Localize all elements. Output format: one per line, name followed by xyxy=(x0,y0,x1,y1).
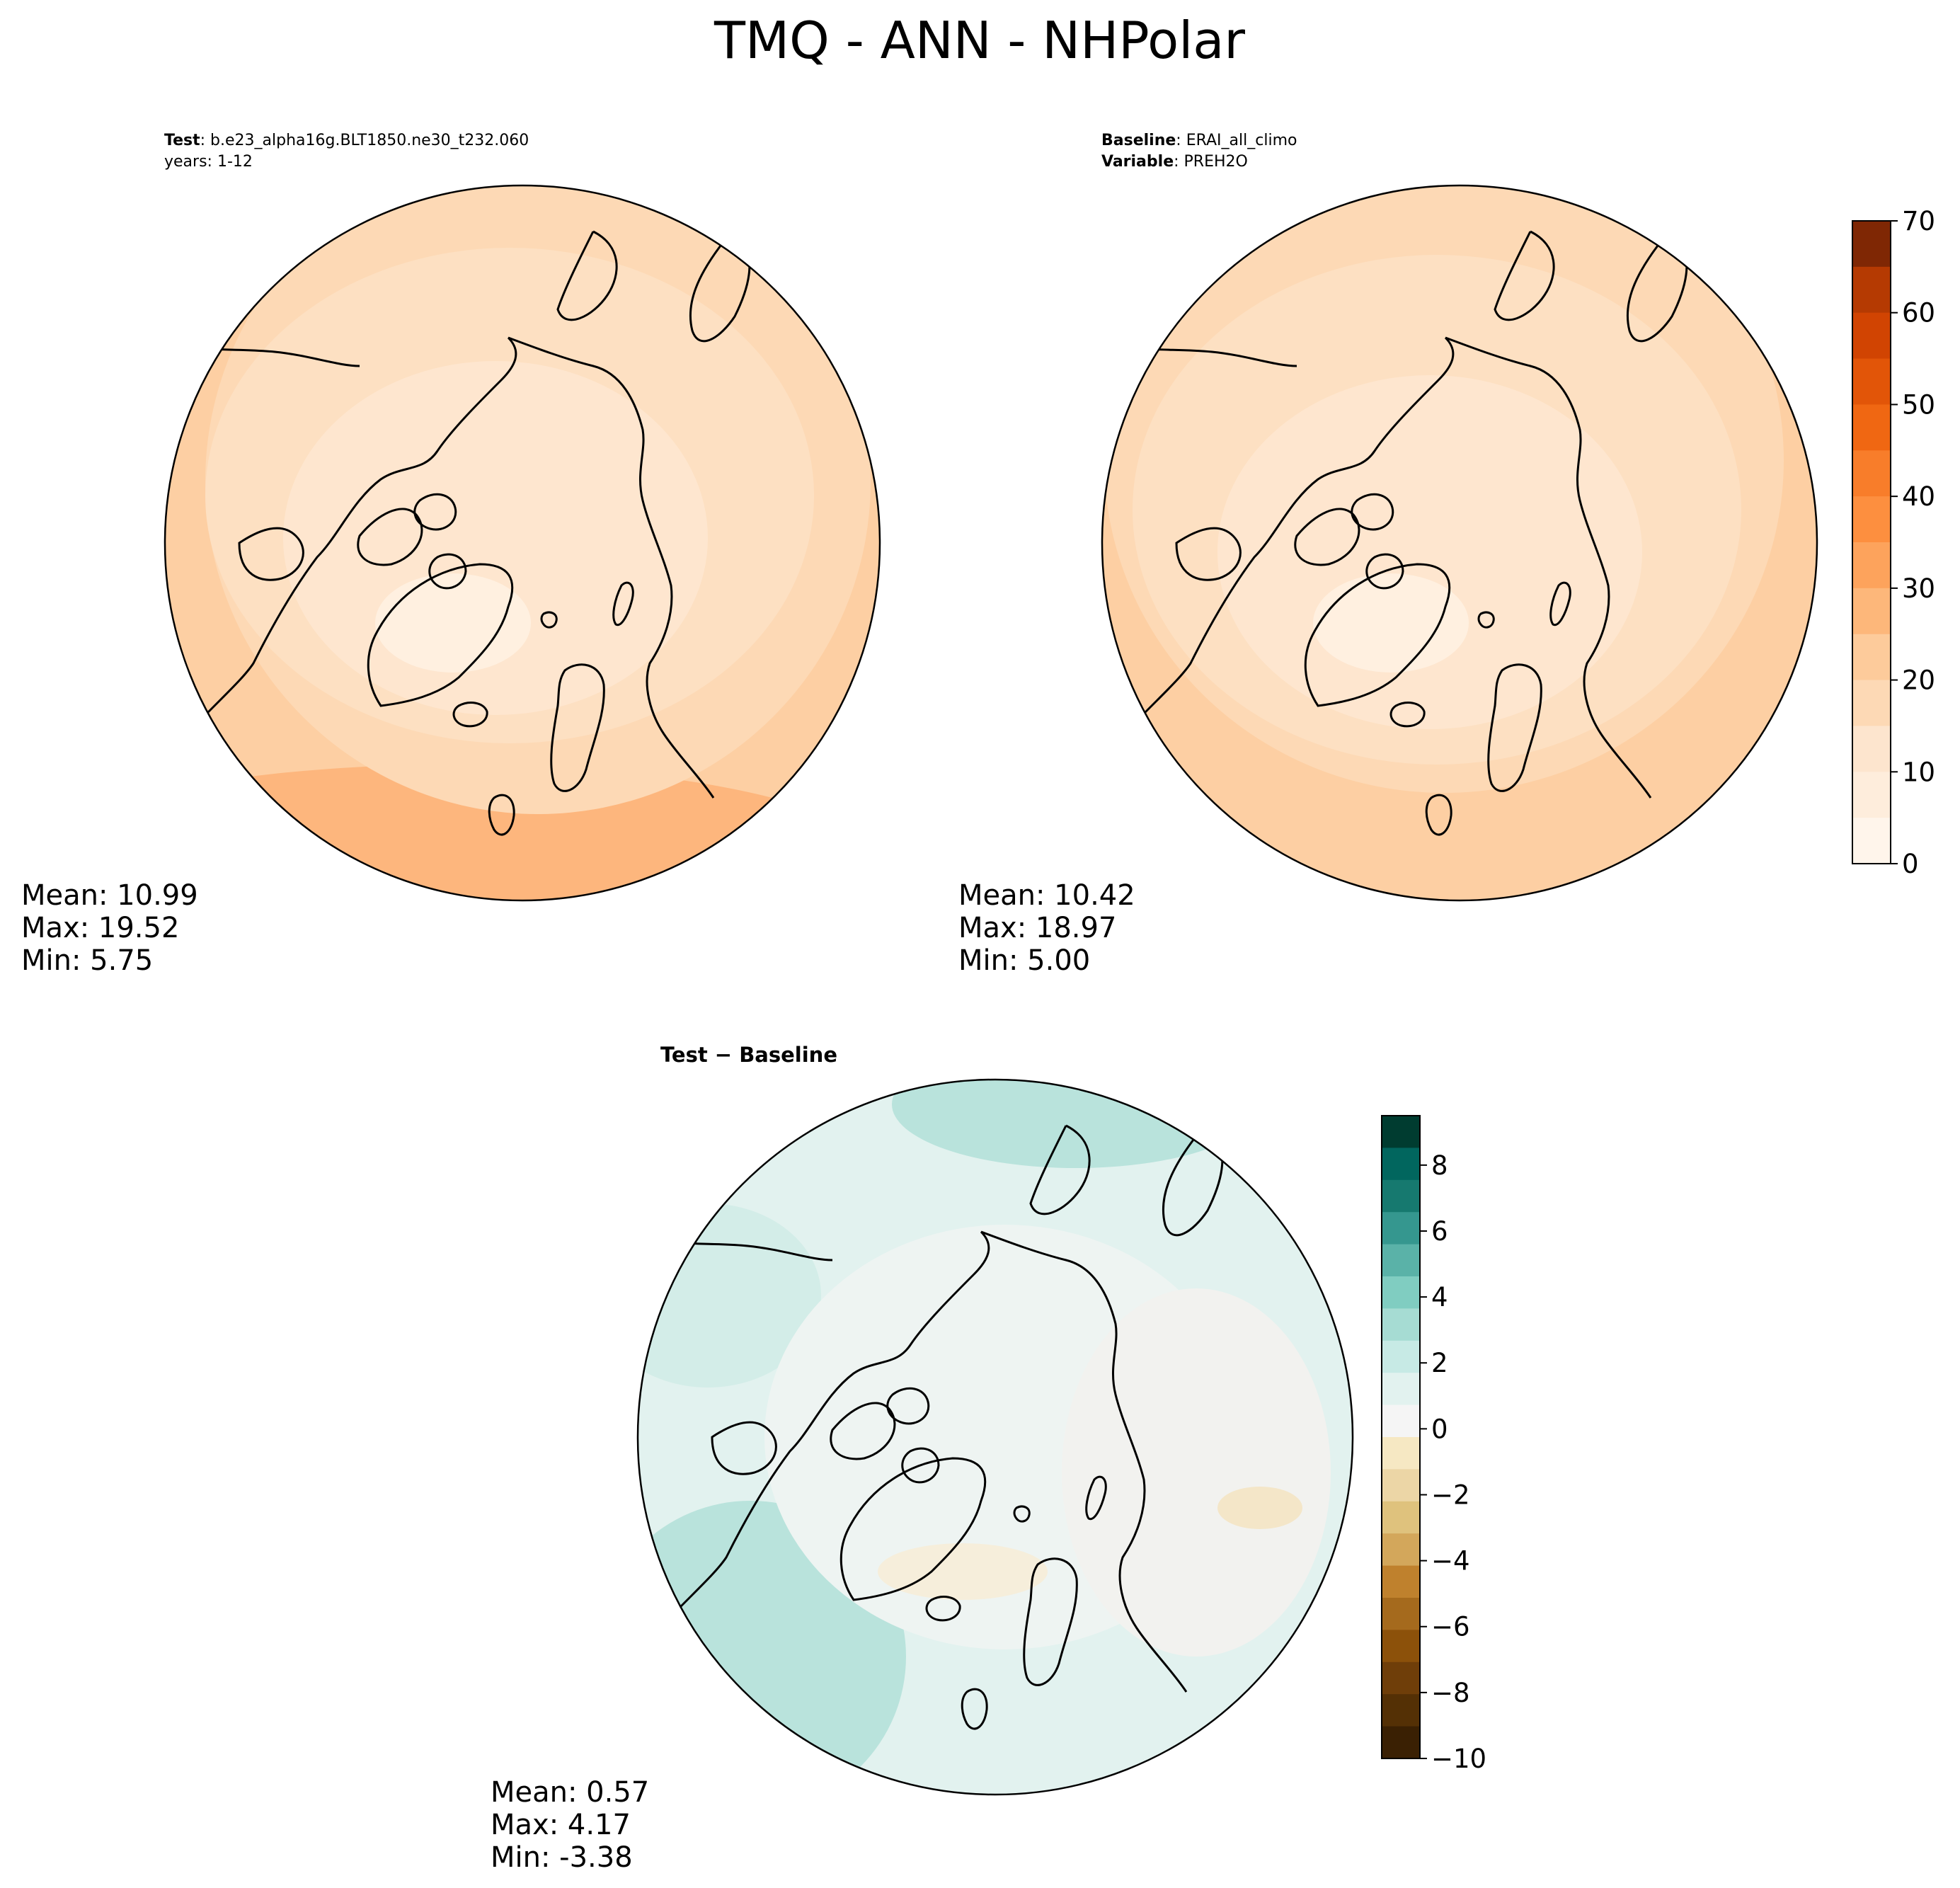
diff-map-border xyxy=(636,1078,1354,1796)
colorbar-diff-level-2 xyxy=(1382,1179,1420,1213)
colorbar-diff-level-15 xyxy=(1382,1598,1420,1630)
colorbar-diff-level-7 xyxy=(1382,1340,1420,1373)
diff-max: Max: 4.17 xyxy=(491,1809,631,1841)
colorbar-diff-level-6 xyxy=(1382,1308,1420,1341)
colorbar-diff-level-4 xyxy=(1382,1244,1420,1277)
colorbar-diff-level-12 xyxy=(1382,1501,1420,1534)
baseline-variable-sep: : xyxy=(1174,153,1184,171)
baseline-max: Max: 18.97 xyxy=(958,912,1116,944)
colorbar-diff-level-14 xyxy=(1382,1565,1420,1598)
colorbar-diff-level-19 xyxy=(1382,1726,1420,1759)
diff-map xyxy=(638,1080,1353,1795)
baseline-label-value: ERAI_all_climo xyxy=(1186,132,1297,149)
colorbar-diff-level-9 xyxy=(1382,1404,1420,1438)
baseline-map-border xyxy=(1101,184,1818,902)
colorbar-diff-tick-label: −10 xyxy=(1431,1744,1486,1774)
colorbar-diff-level-17 xyxy=(1382,1661,1420,1695)
colorbar-diff-border xyxy=(1381,1115,1421,1759)
colorbar-test-tick-label: 50 xyxy=(1902,389,1935,420)
colorbar-diff-level-5 xyxy=(1382,1276,1420,1309)
colorbar-test-level-3 xyxy=(1852,358,1891,406)
colorbar-test-level-6 xyxy=(1852,496,1891,543)
colorbar-diff-tick-label: 0 xyxy=(1431,1414,1448,1444)
baseline-min: Min: 5.00 xyxy=(958,944,1090,977)
test-label-value: b.e23_alpha16g.BLT1850.ne30_t232.060 xyxy=(210,132,529,149)
colorbar-test-baseline: 0 10 20 30 40 50 60 70 xyxy=(1852,206,1935,879)
colorbar-diff-tick-label: −8 xyxy=(1431,1678,1470,1708)
test-years: years: 1-12 xyxy=(164,153,253,171)
colorbar-test-level-4 xyxy=(1852,404,1891,451)
colorbar-diff-tick-label: −4 xyxy=(1431,1546,1470,1577)
colorbar-test-border xyxy=(1852,220,1891,864)
colorbar-diff-level-0 xyxy=(1382,1116,1420,1148)
diff-title-a: Test xyxy=(660,1043,708,1067)
colorbar-diff-tick-label: 6 xyxy=(1431,1216,1448,1247)
baseline-label-key: Baseline xyxy=(1101,132,1176,149)
colorbar-test-level-7 xyxy=(1852,542,1891,589)
colorbar-diff-level-10 xyxy=(1382,1437,1420,1470)
test-label-key: Test xyxy=(164,132,200,149)
test-label-sep: : xyxy=(200,132,210,149)
baseline-variable-value: PREH2O xyxy=(1184,153,1248,171)
baseline-panel: Baseline: ERAI_all_climo Variable: PREH2… xyxy=(958,132,1818,977)
colorbar-test-level-8 xyxy=(1852,588,1891,635)
colorbar-test-tick-label: 70 xyxy=(1902,206,1935,236)
colorbar-test-level-9 xyxy=(1852,634,1891,681)
colorbar-diff-level-1 xyxy=(1382,1148,1420,1181)
colorbar-test-tick-label: 10 xyxy=(1902,757,1935,787)
colorbar-test-tick-label: 20 xyxy=(1902,665,1935,696)
colorbar-test-level-0 xyxy=(1852,221,1891,268)
colorbar-diff-level-8 xyxy=(1382,1373,1420,1406)
diff-mean: Mean: 0.57 xyxy=(491,1776,649,1809)
colorbar-test-level-13 xyxy=(1852,818,1891,864)
colorbar-diff-tick-label: −2 xyxy=(1431,1480,1470,1510)
colorbar-test-level-11 xyxy=(1852,726,1891,772)
baseline-variable-key: Variable xyxy=(1101,153,1174,171)
test-mean: Mean: 10.99 xyxy=(21,879,198,912)
colorbar-test-tick-label: 60 xyxy=(1902,298,1935,328)
colorbar-diff-tick-label: 8 xyxy=(1431,1150,1448,1181)
test-max: Max: 19.52 xyxy=(21,912,179,944)
colorbar-test-tick-label: 0 xyxy=(1902,849,1919,879)
test-map-border xyxy=(164,184,881,902)
baseline-map xyxy=(1102,185,1817,900)
colorbar-diff-level-11 xyxy=(1382,1469,1420,1502)
colorbar-diff-level-3 xyxy=(1382,1212,1420,1245)
colorbar-diff-tick-label: 4 xyxy=(1431,1282,1448,1312)
test-panel: Test: b.e23_alpha16g.BLT1850.ne30_t232.0… xyxy=(21,132,881,977)
colorbar-diff-tick-label: 2 xyxy=(1431,1348,1448,1378)
colorbar-test-tick-label: 30 xyxy=(1902,573,1935,604)
colorbar-diff-level-18 xyxy=(1382,1694,1420,1727)
diff-min: Min: -3.38 xyxy=(491,1841,633,1874)
colorbar-test-tick-label: 40 xyxy=(1902,481,1935,512)
colorbar-test-level-5 xyxy=(1852,450,1891,497)
diff-title: Test − Baseline xyxy=(660,1043,837,1067)
baseline-label-sep: : xyxy=(1176,132,1186,149)
colorbar-diff: 8 6 4 2 0 −2 −4 −6 −8 −10 xyxy=(1381,1115,1486,1774)
baseline-variable: Variable: PREH2O xyxy=(1101,153,1248,171)
colorbar-test-level-1 xyxy=(1852,266,1891,314)
diff-title-b: Baseline xyxy=(739,1043,837,1067)
test-min: Min: 5.75 xyxy=(21,944,153,977)
test-label: Test: b.e23_alpha16g.BLT1850.ne30_t232.0… xyxy=(164,132,529,149)
diff-panel: Test − Baseline Mean: 0.57 Max: 4.17 Min… xyxy=(491,1043,1354,1874)
figure-title: TMQ - ANN - NHPolar xyxy=(713,11,1245,70)
colorbar-test-level-2 xyxy=(1852,312,1891,360)
colorbar-diff-level-13 xyxy=(1382,1533,1420,1567)
diff-title-op: − xyxy=(708,1043,740,1067)
colorbar-test-level-10 xyxy=(1852,680,1891,727)
baseline-label: Baseline: ERAI_all_climo xyxy=(1101,132,1297,149)
colorbar-test-level-12 xyxy=(1852,772,1891,818)
test-map xyxy=(165,185,880,900)
colorbar-diff-level-16 xyxy=(1382,1630,1420,1663)
colorbar-diff-tick-label: −6 xyxy=(1431,1612,1470,1642)
baseline-mean: Mean: 10.42 xyxy=(958,879,1135,912)
